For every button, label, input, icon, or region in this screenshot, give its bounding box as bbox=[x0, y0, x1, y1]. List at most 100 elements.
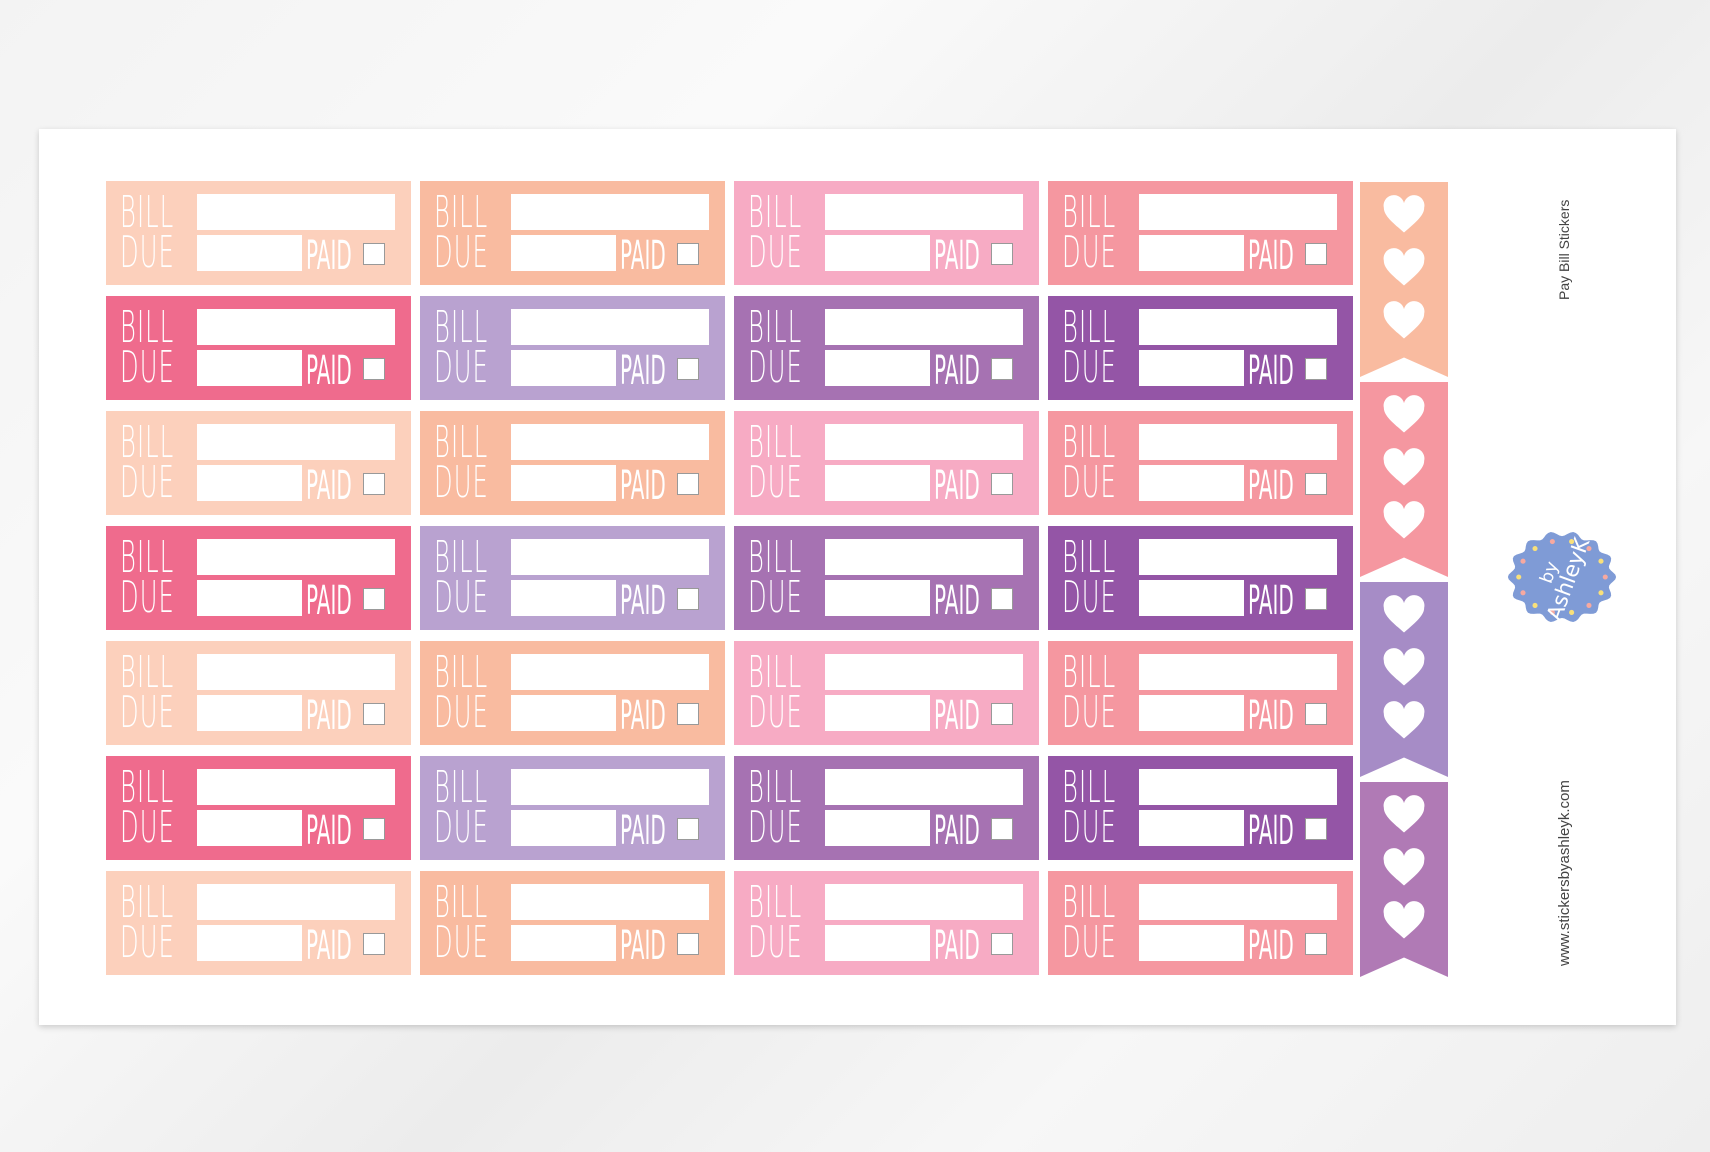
due-date-field bbox=[1139, 235, 1244, 271]
due-date-field bbox=[511, 350, 616, 386]
heart-flag-sticker bbox=[1360, 582, 1448, 777]
bill-due-sticker: BILL DUE PAID bbox=[734, 181, 1039, 285]
bill-name-field bbox=[825, 194, 1023, 230]
heart-icon bbox=[1382, 194, 1426, 238]
due-label: DUE bbox=[1062, 802, 1117, 853]
due-label: DUE bbox=[120, 572, 175, 623]
bill-name-field bbox=[825, 309, 1023, 345]
bill-name-field bbox=[511, 424, 709, 460]
due-date-field bbox=[197, 235, 302, 271]
bill-name-field bbox=[825, 884, 1023, 920]
paid-checkbox bbox=[991, 703, 1013, 725]
paid-label: PAID bbox=[1248, 923, 1294, 969]
heart-icon bbox=[1382, 847, 1426, 891]
paid-label: PAID bbox=[620, 578, 666, 624]
paid-checkbox bbox=[677, 243, 699, 265]
bill-name-field bbox=[825, 424, 1023, 460]
bill-name-field bbox=[825, 769, 1023, 805]
bill-due-sticker: BILL DUE PAID bbox=[734, 756, 1039, 860]
bill-due-sticker: BILL DUE PAID bbox=[1048, 871, 1353, 975]
heart-icon bbox=[1382, 794, 1426, 838]
paid-checkbox bbox=[677, 588, 699, 610]
paid-checkbox bbox=[1305, 473, 1327, 495]
bill-due-sticker: BILL DUE PAID bbox=[106, 181, 411, 285]
due-date-field bbox=[511, 810, 616, 846]
bill-label: BILL bbox=[120, 302, 175, 353]
bill-label: BILL bbox=[1062, 302, 1117, 353]
paid-checkbox bbox=[1305, 933, 1327, 955]
paid-label: PAID bbox=[934, 233, 980, 279]
bill-label: BILL bbox=[434, 532, 489, 583]
bill-name-field bbox=[197, 769, 395, 805]
bill-name-field bbox=[1139, 424, 1337, 460]
heart-flag-sticker bbox=[1360, 182, 1448, 377]
due-date-field bbox=[197, 580, 302, 616]
bill-due-sticker: BILL DUE PAID bbox=[1048, 411, 1353, 515]
bill-due-sticker: BILL DUE PAID bbox=[420, 181, 725, 285]
bill-label: BILL bbox=[1062, 877, 1117, 928]
due-label: DUE bbox=[748, 802, 803, 853]
bill-name-field bbox=[197, 654, 395, 690]
heart-icon bbox=[1382, 700, 1426, 744]
bill-label: BILL bbox=[1062, 417, 1117, 468]
bill-label: BILL bbox=[120, 417, 175, 468]
paid-checkbox bbox=[363, 358, 385, 380]
paid-checkbox bbox=[677, 473, 699, 495]
bill-due-sticker: BILL DUE PAID bbox=[106, 411, 411, 515]
due-label: DUE bbox=[120, 457, 175, 508]
due-date-field bbox=[511, 925, 616, 961]
due-date-field bbox=[1139, 810, 1244, 846]
due-label: DUE bbox=[434, 687, 489, 738]
paid-checkbox bbox=[1305, 358, 1327, 380]
due-date-field bbox=[511, 465, 616, 501]
due-label: DUE bbox=[748, 342, 803, 393]
paid-checkbox bbox=[363, 703, 385, 725]
paid-checkbox bbox=[991, 243, 1013, 265]
bill-name-field bbox=[825, 654, 1023, 690]
bill-label: BILL bbox=[1062, 187, 1117, 238]
paid-checkbox bbox=[363, 243, 385, 265]
bill-name-field bbox=[825, 539, 1023, 575]
bill-name-field bbox=[197, 424, 395, 460]
paid-label: PAID bbox=[1248, 808, 1294, 854]
due-date-field bbox=[825, 235, 930, 271]
heart-icon bbox=[1382, 594, 1426, 638]
paid-checkbox bbox=[1305, 588, 1327, 610]
bill-label: BILL bbox=[434, 877, 489, 928]
due-date-field bbox=[511, 235, 616, 271]
paid-checkbox bbox=[363, 473, 385, 495]
paid-label: PAID bbox=[934, 463, 980, 509]
bill-label: BILL bbox=[1062, 762, 1117, 813]
bill-label: BILL bbox=[434, 302, 489, 353]
due-label: DUE bbox=[748, 687, 803, 738]
paid-checkbox bbox=[677, 703, 699, 725]
due-date-field bbox=[511, 695, 616, 731]
bill-due-sticker: BILL DUE PAID bbox=[106, 296, 411, 400]
bill-due-sticker: BILL DUE PAID bbox=[734, 526, 1039, 630]
due-label: DUE bbox=[1062, 342, 1117, 393]
paid-checkbox bbox=[991, 818, 1013, 840]
due-date-field bbox=[197, 925, 302, 961]
due-label: DUE bbox=[434, 342, 489, 393]
paid-checkbox bbox=[363, 588, 385, 610]
heart-icon bbox=[1382, 500, 1426, 544]
bill-label: BILL bbox=[748, 762, 803, 813]
bill-name-field bbox=[1139, 654, 1337, 690]
paid-label: PAID bbox=[934, 578, 980, 624]
paid-checkbox bbox=[1305, 818, 1327, 840]
due-label: DUE bbox=[434, 457, 489, 508]
bill-name-field bbox=[511, 654, 709, 690]
paid-label: PAID bbox=[306, 808, 352, 854]
heart-icon bbox=[1382, 300, 1426, 344]
due-date-field bbox=[197, 810, 302, 846]
bill-due-sticker: BILL DUE PAID bbox=[420, 871, 725, 975]
bill-label: BILL bbox=[748, 877, 803, 928]
due-date-field bbox=[825, 350, 930, 386]
due-label: DUE bbox=[1062, 457, 1117, 508]
bill-label: BILL bbox=[748, 532, 803, 583]
due-label: DUE bbox=[748, 457, 803, 508]
due-date-field bbox=[197, 465, 302, 501]
bill-due-sticker: BILL DUE PAID bbox=[1048, 296, 1353, 400]
bill-due-sticker: BILL DUE PAID bbox=[734, 296, 1039, 400]
due-label: DUE bbox=[748, 917, 803, 968]
